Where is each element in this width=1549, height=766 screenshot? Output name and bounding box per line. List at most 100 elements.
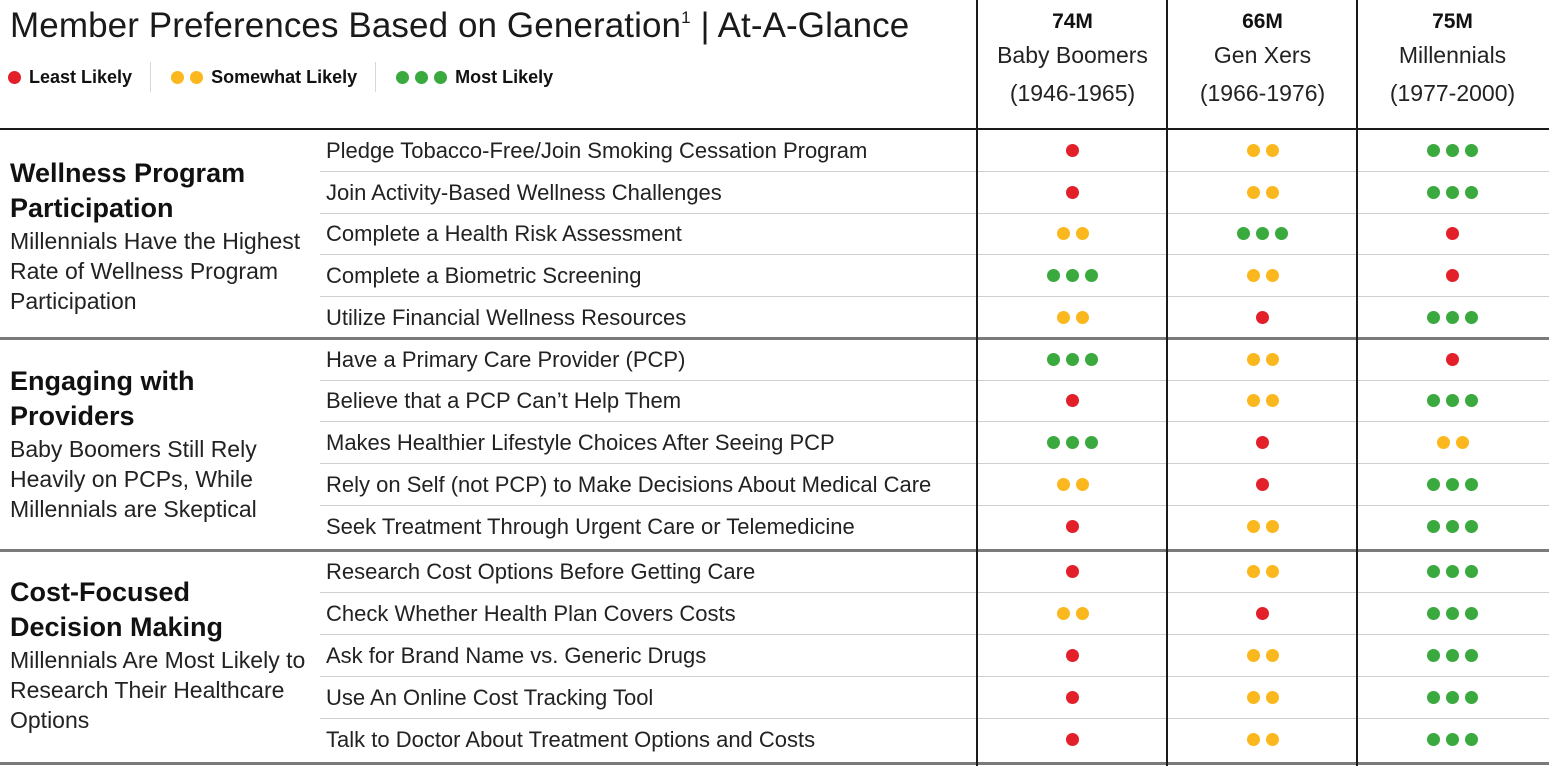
rating-cell-millennials (1358, 172, 1547, 213)
rating-cell-baby-boomers (978, 255, 1167, 296)
likelihood-dot (1265, 144, 1279, 157)
rating-cell-gen-xers (1168, 551, 1357, 592)
likelihood-dot (1246, 733, 1260, 746)
likelihood-dot (1455, 436, 1469, 449)
row-divider (320, 676, 1549, 677)
likelihood-dots-icon (1056, 478, 1089, 491)
rating-cell-millennials (1358, 255, 1547, 296)
rating-cell-gen-xers (1168, 422, 1357, 463)
likelihood-dots-icon (1427, 607, 1478, 620)
likelihood-dot (1075, 227, 1089, 240)
section-divider (0, 549, 1549, 552)
row-label: Talk to Doctor About Treatment Options a… (326, 727, 816, 752)
likelihood-dot (1427, 144, 1440, 157)
rating-cell-baby-boomers (978, 593, 1167, 634)
rating-cell-millennials (1358, 464, 1547, 505)
row-divider (320, 213, 1549, 214)
likelihood-dots-icon (1056, 227, 1089, 240)
likelihood-dot (1265, 186, 1279, 199)
likelihood-dots-icon (1246, 691, 1279, 704)
row-label: Check Whether Health Plan Covers Costs (326, 601, 736, 626)
likelihood-dot (1446, 649, 1459, 662)
likelihood-dots-icon (1066, 691, 1079, 704)
legend-label: Least Likely (29, 66, 133, 87)
likelihood-dot (1246, 144, 1260, 157)
likelihood-dot (1427, 186, 1440, 199)
likelihood-dot (1246, 691, 1260, 704)
rating-cell-gen-xers (1168, 506, 1357, 547)
likelihood-dots-icon (1246, 733, 1279, 746)
row-label: Seek Treatment Through Urgent Care or Te… (326, 514, 855, 539)
row-label: Use An Online Cost Tracking Tool (326, 685, 654, 710)
likelihood-dot (1446, 394, 1459, 407)
likelihood-dot (1256, 607, 1269, 620)
likelihood-dot (1066, 691, 1079, 704)
likelihood-dots-icon (1066, 649, 1079, 662)
row-label: Have a Primary Care Provider (PCP) (326, 347, 686, 372)
likelihood-dots-icon (1246, 520, 1279, 533)
likelihood-dot (1427, 691, 1440, 704)
likelihood-dot (1246, 394, 1260, 407)
rating-cell-baby-boomers (978, 677, 1167, 718)
likelihood-dot (1446, 520, 1459, 533)
section-divider (0, 337, 1549, 340)
likelihood-dot (1246, 269, 1260, 282)
likelihood-dot (1066, 144, 1079, 157)
likelihood-dot (1446, 691, 1459, 704)
column-header-gen-xers: 66M Gen Xers (1966-1976) (1168, 0, 1357, 129)
likelihood-dot (1066, 353, 1079, 366)
legend-least-likely: Least Likely (8, 62, 150, 92)
likelihood-dot (1066, 269, 1079, 282)
section-heading: Wellness Program Participation Millennial… (10, 156, 310, 316)
likelihood-dot (1446, 565, 1459, 578)
likelihood-dot (1075, 607, 1089, 620)
rating-cell-gen-xers (1168, 172, 1357, 213)
likelihood-dot (1446, 269, 1459, 282)
likelihood-dot (1237, 227, 1250, 240)
section-heading: Cost-Focused Decision Making Millennials … (10, 575, 310, 735)
likelihood-dot (1465, 311, 1478, 324)
rating-cell-gen-xers (1168, 297, 1357, 338)
likelihood-dots-icon (1427, 144, 1478, 157)
most-likely-dots-icon (396, 70, 448, 84)
likelihood-dot (1275, 227, 1288, 240)
likelihood-dot (1427, 565, 1440, 578)
likelihood-dot (1256, 436, 1269, 449)
rating-cell-gen-xers (1168, 677, 1357, 718)
generation-name: Millennials (1398, 42, 1507, 68)
likelihood-dot (1075, 478, 1089, 491)
rating-cell-gen-xers (1168, 130, 1357, 171)
likelihood-dot (1465, 478, 1478, 491)
rating-cell-millennials (1358, 297, 1547, 338)
column-divider (1356, 0, 1358, 766)
likelihood-dots-icon (1246, 186, 1279, 199)
likelihood-dot (1465, 733, 1478, 746)
rating-cell-millennials (1358, 339, 1547, 380)
likelihood-dots-icon (1246, 649, 1279, 662)
rating-cell-gen-xers (1168, 213, 1357, 254)
likelihood-dots-icon (1446, 353, 1459, 366)
likelihood-dot (1427, 607, 1440, 620)
generation-count: 74M (1052, 10, 1093, 33)
rating-cell-millennials (1358, 506, 1547, 547)
header-divider (0, 128, 1549, 130)
rating-cell-baby-boomers (978, 213, 1167, 254)
generation-years: (1946-1965) (1009, 80, 1136, 106)
likelihood-dots-icon (1256, 478, 1269, 491)
likelihood-dot (415, 70, 429, 84)
rating-cell-millennials (1358, 551, 1547, 592)
likelihood-dot (1465, 649, 1478, 662)
likelihood-dots-icon (1427, 186, 1478, 199)
likelihood-dots-icon (1047, 436, 1098, 449)
row-label: Ask for Brand Name vs. Generic Drugs (326, 643, 707, 668)
generation-count: 66M (1242, 10, 1283, 33)
likelihood-dot (1085, 353, 1098, 366)
likelihood-dot (1436, 436, 1450, 449)
likelihood-dot (1085, 436, 1098, 449)
likelihood-dot (1465, 144, 1478, 157)
rating-cell-millennials (1358, 719, 1547, 760)
likelihood-dot (1446, 733, 1459, 746)
likelihood-dots-icon (1066, 186, 1079, 199)
likelihood-dot (1066, 649, 1079, 662)
